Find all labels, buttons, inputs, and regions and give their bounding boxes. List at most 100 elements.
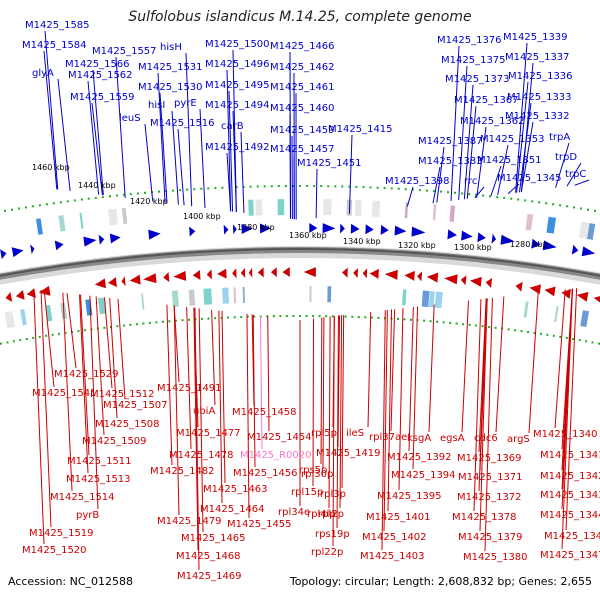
inner-tick-dot xyxy=(207,317,210,320)
bottom-connector xyxy=(554,289,566,429)
outer-category-block xyxy=(449,205,456,222)
bottom-gene-label: M1425_1458 xyxy=(232,407,297,418)
outer-tick-dot xyxy=(447,191,449,194)
top-connector xyxy=(91,102,103,196)
bottom-connector xyxy=(312,318,315,487)
outer-tick-dot xyxy=(256,185,259,188)
bottom-gene-label: M1425_1342 xyxy=(540,471,600,482)
inner-tick-dot xyxy=(552,334,555,337)
outer-tick-dot xyxy=(306,185,309,187)
bottom-connector xyxy=(117,298,126,400)
inner-category-block xyxy=(327,286,332,303)
bottom-connector xyxy=(339,315,343,509)
top-connector xyxy=(566,162,582,187)
bottom-gene-label: M1425_1371 xyxy=(458,472,523,483)
bottom-gene-label: M1425_1369 xyxy=(457,453,522,464)
reverse-feature-arrow xyxy=(232,268,237,279)
forward-feature-arrow xyxy=(531,238,541,249)
top-connector xyxy=(115,56,126,198)
inner-tick-dot xyxy=(344,315,347,318)
bottom-connector xyxy=(561,288,573,550)
bottom-connector xyxy=(412,306,419,470)
bottom-gene-label: M1425_1519 xyxy=(29,528,94,539)
bottom-gene-label: M1425_1482 xyxy=(150,466,215,477)
bottom-connector xyxy=(387,309,393,512)
inner-tick-dot xyxy=(462,323,465,326)
top-gene-label: M1425_1530 xyxy=(138,82,203,93)
forward-feature-arrow xyxy=(350,223,360,234)
top-connector xyxy=(226,69,232,212)
inner-tick-dot xyxy=(25,338,28,340)
top-connector xyxy=(432,166,441,204)
forward-feature-arrow xyxy=(447,229,457,240)
bottom-connector xyxy=(173,305,180,516)
scale-label: 1340 kbp xyxy=(343,237,381,246)
outer-tick-dot xyxy=(454,191,456,194)
bottom-connector xyxy=(495,296,505,433)
inner-category-block xyxy=(554,305,559,323)
top-gene-label: trpD xyxy=(555,152,577,163)
inner-category-block xyxy=(188,289,196,306)
bottom-connector xyxy=(328,316,331,509)
outer-category-block xyxy=(248,199,254,216)
top-gene-label: M1425_1376 xyxy=(437,35,502,46)
top-connector xyxy=(574,179,590,186)
inner-tick-dot xyxy=(103,326,106,329)
bottom-connector xyxy=(109,298,118,419)
outer-tick-dot xyxy=(390,187,393,190)
bottom-connector xyxy=(33,289,45,545)
outer-tick-dot xyxy=(284,185,287,188)
reverse-feature-arrow xyxy=(15,289,25,300)
outer-tick-dot xyxy=(52,202,55,205)
reverse-feature-arrow xyxy=(444,274,458,285)
bottom-gene-label: M1425_1346 xyxy=(544,531,600,542)
top-connector xyxy=(171,110,179,205)
bottom-connector xyxy=(43,290,55,388)
top-connector xyxy=(474,186,485,199)
top-connector xyxy=(92,69,104,196)
inner-tick-dot xyxy=(357,316,360,319)
outer-tick-dot xyxy=(425,189,428,192)
outer-tick-dot xyxy=(482,194,485,197)
inner-tick-dot xyxy=(168,320,171,323)
outer-tick-dot xyxy=(503,196,506,199)
bottom-gene-label: M1425_1401 xyxy=(366,512,431,523)
inner-tick-dot xyxy=(109,326,112,328)
inner-tick-dot xyxy=(410,318,412,321)
reverse-feature-arrow xyxy=(384,269,398,280)
inner-tick-dot xyxy=(370,316,373,319)
reverse-feature-arrow xyxy=(5,292,13,302)
inner-tick-dot xyxy=(305,315,308,317)
reverse-feature-arrow xyxy=(515,281,523,292)
inner-category-block xyxy=(523,301,529,318)
outer-tick-dot xyxy=(242,185,245,188)
reverse-feature-arrow xyxy=(485,277,493,288)
bottom-connector xyxy=(428,304,435,433)
bottom-gene-label: rpl2p xyxy=(318,509,344,520)
top-gene-label: hisH xyxy=(160,42,182,53)
bottom-connector xyxy=(80,294,90,456)
bottom-connector xyxy=(89,295,99,510)
inner-category-block xyxy=(242,286,245,303)
gene-labels: 1460 kbp 1440 kbp 1420 kbp 1400 kbp 1380 kbp… xyxy=(22,20,600,582)
outer-category-block xyxy=(107,208,118,226)
forward-feature-arrow xyxy=(477,232,486,243)
outer-tick-dot xyxy=(587,208,589,211)
outer-tick-dot xyxy=(397,187,400,190)
outer-category-block xyxy=(79,212,84,229)
bottom-gene-label: rpl4lp xyxy=(307,509,336,520)
bottom-gene-label: M1425_1512 xyxy=(90,389,155,400)
inner-tick-dot xyxy=(436,320,439,323)
inner-tick-dot xyxy=(227,316,230,319)
bottom-connector xyxy=(484,297,493,552)
bottom-connector xyxy=(66,293,77,369)
inner-tick-dot xyxy=(397,317,399,320)
forward-feature-arrow xyxy=(11,247,24,258)
outer-tick-dot xyxy=(369,186,372,189)
reverse-feature-arrow xyxy=(417,271,423,282)
outer-tick-dot xyxy=(291,185,294,187)
outer-tick-dot xyxy=(59,201,62,204)
reverse-feature-arrow xyxy=(561,288,572,299)
